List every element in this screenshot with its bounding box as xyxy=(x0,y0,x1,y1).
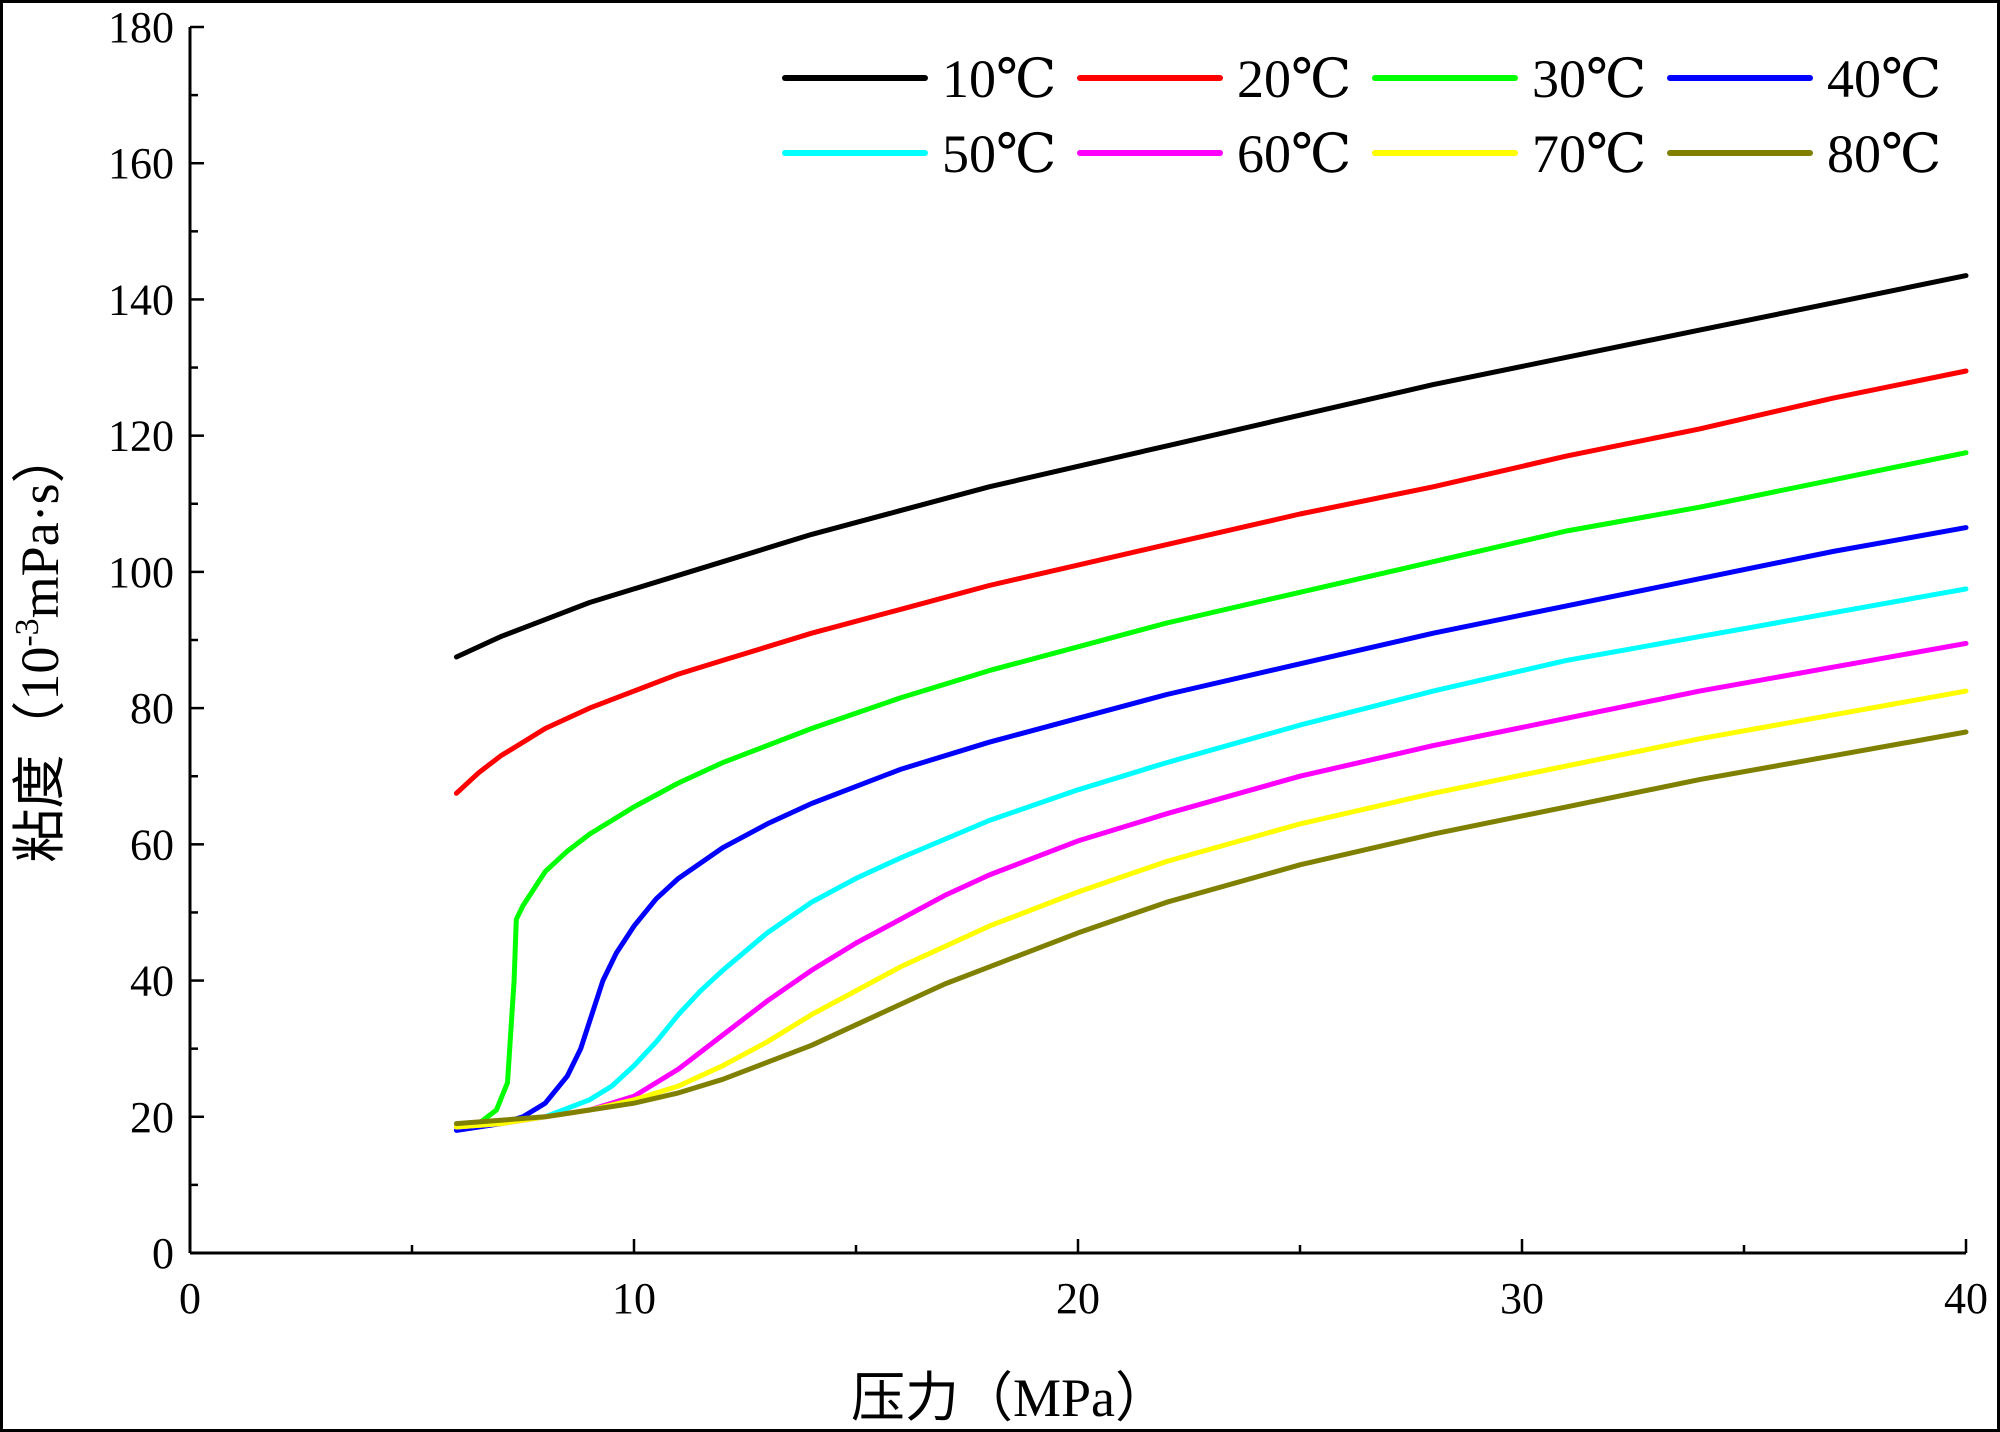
x-tick-label: 0 xyxy=(179,1274,201,1323)
legend-label: 30℃ xyxy=(1532,49,1646,109)
y-axis-title-main: 粘度（10 xyxy=(10,647,70,863)
y-tick-label: 40 xyxy=(130,957,174,1006)
series-line-40c xyxy=(453,525,1969,1133)
x-tick-label: 40 xyxy=(1944,1274,1988,1323)
series-line-50c xyxy=(453,586,1969,1130)
series-line-80c xyxy=(453,729,1969,1127)
legend: 10℃ 20℃ 30℃ 40℃ 50℃ 60℃ 70℃ 80℃ xyxy=(782,49,1941,184)
legend-label: 10℃ xyxy=(942,49,1056,109)
y-axis-title: 粘度（10-3mPa·s） xyxy=(9,429,70,862)
series-line-60c xyxy=(453,640,1969,1130)
y-tick-label: 160 xyxy=(108,139,174,188)
y-tick-label: 140 xyxy=(108,275,174,324)
series-line-30c xyxy=(453,450,1969,1130)
y-tick-label: 120 xyxy=(108,412,174,461)
legend-label: 20℃ xyxy=(1237,49,1351,109)
legend-label: 70℃ xyxy=(1532,124,1646,184)
series-line-20c xyxy=(453,368,1969,796)
y-tick-label: 80 xyxy=(130,684,174,733)
y-axis-title-superscript: -3 xyxy=(9,618,46,646)
y-tick-label: 20 xyxy=(130,1093,174,1142)
y-tick-label: 60 xyxy=(130,820,174,869)
legend-label: 40℃ xyxy=(1827,49,1941,109)
x-tick-label: 30 xyxy=(1500,1274,1544,1323)
y-tick-label: 100 xyxy=(108,548,174,597)
x-tick-label: 20 xyxy=(1056,1274,1100,1323)
y-axis-title-unit: mPa·s） xyxy=(10,429,70,618)
x-axis-title: 压力（MPa） xyxy=(851,1368,1169,1428)
legend-label: 60℃ xyxy=(1237,124,1351,184)
legend-label: 80℃ xyxy=(1827,124,1941,184)
series-layer xyxy=(453,273,1969,1133)
legend-label: 50℃ xyxy=(942,124,1056,184)
x-tick-label: 10 xyxy=(612,1274,656,1323)
series-line-70c xyxy=(453,688,1969,1130)
y-tick-label: 180 xyxy=(108,3,174,52)
y-tick-label: 0 xyxy=(152,1229,174,1278)
axes: 0 10 20 30 40 0 20 40 60 80 100 120 140 160 180 xyxy=(108,3,1988,1323)
series-line-10c xyxy=(453,273,1969,660)
